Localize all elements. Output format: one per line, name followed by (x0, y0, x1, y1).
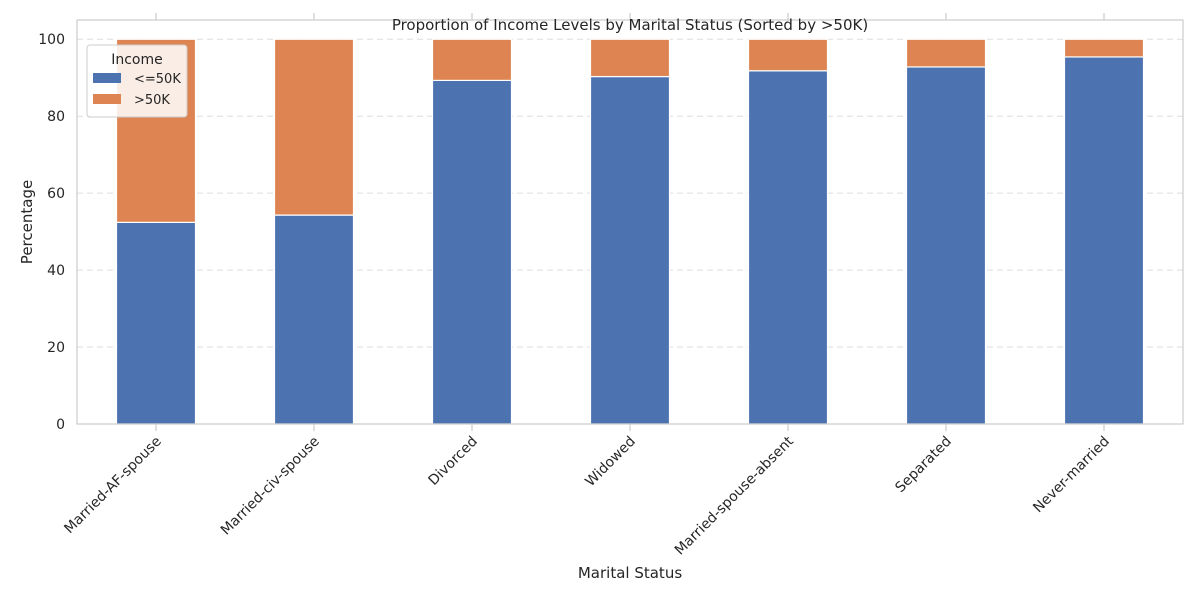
x-axis-label: Marital Status (578, 564, 682, 582)
bar-le50k-6 (1063, 56, 1145, 425)
legend-swatch-series-0 (93, 73, 121, 83)
bar-gt50k-1 (273, 38, 355, 216)
bar-gt50k-3 (589, 38, 671, 78)
legend-title: Income (111, 52, 163, 68)
chart-title: Proportion of Income Levels by Marital S… (392, 16, 868, 34)
bar-gt50k-2 (431, 38, 513, 82)
y-tick-label: 40 (47, 263, 65, 279)
legend-swatch-series-1 (93, 94, 121, 104)
legend: Income <=50K >50K (86, 44, 188, 118)
y-tick-label: 100 (38, 32, 65, 48)
bar-gt50k-5 (905, 38, 987, 68)
x-tick-label: Never-married (1030, 434, 1113, 517)
x-tick-label: Married-civ-spouse (218, 434, 323, 539)
x-tick-label: Separated (892, 434, 954, 496)
y-tick-label: 60 (47, 186, 65, 202)
bar-gt50k-6 (1063, 38, 1145, 58)
bar-le50k-1 (273, 214, 355, 425)
y-tick-label: 80 (47, 109, 65, 125)
y-tick-label: 20 (47, 340, 65, 356)
x-tick-label: Married-AF-spouse (61, 434, 164, 537)
legend-label-series-1: >50K (134, 93, 170, 108)
y-axis-label: Percentage (18, 180, 36, 264)
legend-label-series-0: <=50K (134, 72, 181, 87)
bar-le50k-0 (115, 221, 197, 425)
bar-le50k-2 (431, 79, 513, 425)
bar-le50k-4 (747, 70, 829, 425)
bar-le50k-3 (589, 75, 671, 425)
x-tick-label: Married-spouse-absent (672, 433, 797, 558)
bar-le50k-5 (905, 66, 987, 425)
bar-gt50k-4 (747, 38, 829, 72)
x-tick-label: Divorced (426, 434, 481, 489)
x-tick-label: Widowed (582, 434, 638, 490)
y-tick-label: 0 (56, 417, 65, 433)
